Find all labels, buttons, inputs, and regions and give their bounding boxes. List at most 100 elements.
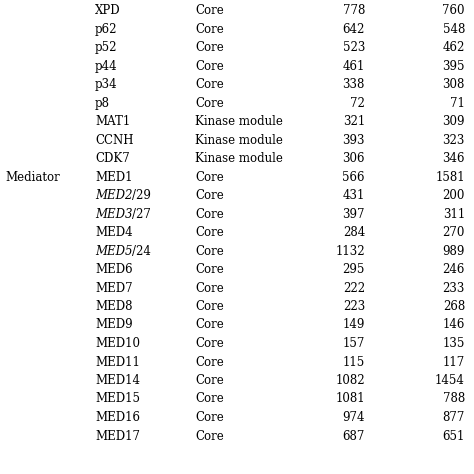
- Text: 1132: 1132: [336, 245, 365, 257]
- Text: MED16: MED16: [95, 411, 140, 424]
- Text: 311: 311: [443, 208, 465, 220]
- Text: 146: 146: [443, 319, 465, 331]
- Text: Core: Core: [195, 97, 224, 109]
- Text: 461: 461: [343, 60, 365, 73]
- Text: Kinase module: Kinase module: [195, 115, 283, 128]
- Text: 1081: 1081: [336, 392, 365, 405]
- Text: 1581: 1581: [436, 171, 465, 183]
- Text: MED11: MED11: [95, 356, 140, 368]
- Text: Core: Core: [195, 374, 224, 387]
- Text: 393: 393: [343, 134, 365, 146]
- Text: 306: 306: [343, 152, 365, 165]
- Text: MED8: MED8: [95, 300, 133, 313]
- Text: MED6: MED6: [95, 263, 133, 276]
- Text: 788: 788: [443, 392, 465, 405]
- Text: 548: 548: [443, 22, 465, 36]
- Text: 989: 989: [443, 245, 465, 257]
- Text: Core: Core: [195, 282, 224, 294]
- Text: Core: Core: [195, 41, 224, 54]
- Text: p62: p62: [95, 22, 118, 36]
- Text: XPD: XPD: [95, 4, 120, 17]
- Text: 687: 687: [343, 429, 365, 443]
- Text: 877: 877: [443, 411, 465, 424]
- Text: 397: 397: [343, 208, 365, 220]
- Text: Kinase module: Kinase module: [195, 152, 283, 165]
- Text: 346: 346: [443, 152, 465, 165]
- Text: 246: 246: [443, 263, 465, 276]
- Text: 157: 157: [343, 337, 365, 350]
- Text: 149: 149: [343, 319, 365, 331]
- Text: 308: 308: [443, 78, 465, 91]
- Text: 778: 778: [343, 4, 365, 17]
- Text: 117: 117: [443, 356, 465, 368]
- Text: Core: Core: [195, 263, 224, 276]
- Text: MED1: MED1: [95, 171, 133, 183]
- Text: Core: Core: [195, 300, 224, 313]
- Text: 651: 651: [443, 429, 465, 443]
- Text: Core: Core: [195, 429, 224, 443]
- Text: MED15: MED15: [95, 392, 140, 405]
- Text: Core: Core: [195, 189, 224, 202]
- Text: p44: p44: [95, 60, 118, 73]
- Text: MED4: MED4: [95, 226, 133, 239]
- Text: Mediator: Mediator: [5, 171, 60, 183]
- Text: 270: 270: [443, 226, 465, 239]
- Text: MED10: MED10: [95, 337, 140, 350]
- Text: Core: Core: [195, 171, 224, 183]
- Text: 115: 115: [343, 356, 365, 368]
- Text: /27: /27: [133, 208, 151, 220]
- Text: 295: 295: [343, 263, 365, 276]
- Text: Core: Core: [195, 78, 224, 91]
- Text: Core: Core: [195, 411, 224, 424]
- Text: CDK7: CDK7: [95, 152, 130, 165]
- Text: 222: 222: [343, 282, 365, 294]
- Text: Core: Core: [195, 356, 224, 368]
- Text: 268: 268: [443, 300, 465, 313]
- Text: 523: 523: [343, 41, 365, 54]
- Text: MED7: MED7: [95, 282, 133, 294]
- Text: /29: /29: [133, 189, 151, 202]
- Text: 135: 135: [443, 337, 465, 350]
- Text: p34: p34: [95, 78, 118, 91]
- Text: Core: Core: [195, 4, 224, 17]
- Text: MED3: MED3: [95, 208, 133, 220]
- Text: MED9: MED9: [95, 319, 133, 331]
- Text: 72: 72: [350, 97, 365, 109]
- Text: Core: Core: [195, 245, 224, 257]
- Text: 974: 974: [343, 411, 365, 424]
- Text: Kinase module: Kinase module: [195, 134, 283, 146]
- Text: 284: 284: [343, 226, 365, 239]
- Text: Core: Core: [195, 319, 224, 331]
- Text: 323: 323: [443, 134, 465, 146]
- Text: 1454: 1454: [435, 374, 465, 387]
- Text: Core: Core: [195, 60, 224, 73]
- Text: 760: 760: [443, 4, 465, 17]
- Text: 200: 200: [443, 189, 465, 202]
- Text: Core: Core: [195, 208, 224, 220]
- Text: MED5: MED5: [95, 245, 133, 257]
- Text: 462: 462: [443, 41, 465, 54]
- Text: 223: 223: [343, 300, 365, 313]
- Text: 233: 233: [443, 282, 465, 294]
- Text: Core: Core: [195, 392, 224, 405]
- Text: 395: 395: [443, 60, 465, 73]
- Text: Core: Core: [195, 337, 224, 350]
- Text: MED2: MED2: [95, 189, 133, 202]
- Text: 309: 309: [443, 115, 465, 128]
- Text: MED14: MED14: [95, 374, 140, 387]
- Text: 642: 642: [343, 22, 365, 36]
- Text: Core: Core: [195, 22, 224, 36]
- Text: 566: 566: [343, 171, 365, 183]
- Text: MED17: MED17: [95, 429, 140, 443]
- Text: MAT1: MAT1: [95, 115, 130, 128]
- Text: /24: /24: [133, 245, 151, 257]
- Text: p8: p8: [95, 97, 110, 109]
- Text: 71: 71: [450, 97, 465, 109]
- Text: Core: Core: [195, 226, 224, 239]
- Text: 321: 321: [343, 115, 365, 128]
- Text: 1082: 1082: [336, 374, 365, 387]
- Text: 431: 431: [343, 189, 365, 202]
- Text: 338: 338: [343, 78, 365, 91]
- Text: p52: p52: [95, 41, 118, 54]
- Text: CCNH: CCNH: [95, 134, 134, 146]
